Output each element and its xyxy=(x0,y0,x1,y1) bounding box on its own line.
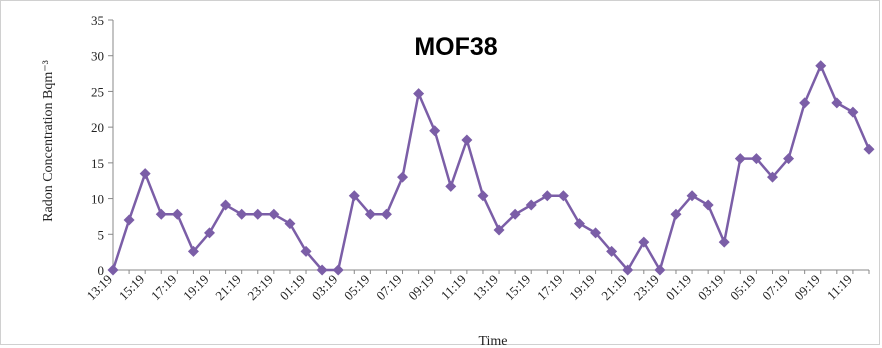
x-tick-label: 11:19 xyxy=(824,272,855,303)
data-point xyxy=(766,171,778,183)
data-point xyxy=(815,60,827,72)
data-point xyxy=(204,227,216,239)
x-tick-label: 05:19 xyxy=(727,272,759,304)
data-point xyxy=(702,199,714,211)
y-tick-label: 10 xyxy=(91,192,104,207)
data-point xyxy=(541,190,553,202)
data-point xyxy=(525,199,537,211)
data-point xyxy=(316,264,328,276)
data-point xyxy=(445,180,457,192)
y-tick-label: 35 xyxy=(91,13,104,28)
data-point xyxy=(590,227,602,239)
x-tick-label: 17:19 xyxy=(534,272,566,304)
data-point xyxy=(734,153,746,165)
x-tick-label: 13:19 xyxy=(84,272,116,304)
y-tick-label: 30 xyxy=(91,49,104,64)
data-point xyxy=(670,208,682,220)
y-tick-label: 15 xyxy=(91,156,104,171)
x-tick-label: 15:19 xyxy=(502,272,534,304)
x-tick-label: 07:19 xyxy=(373,272,405,304)
data-point xyxy=(799,97,811,109)
data-point xyxy=(509,208,521,220)
y-tick-label: 0 xyxy=(98,263,105,278)
data-point xyxy=(187,245,199,257)
y-tick-label: 5 xyxy=(98,227,105,242)
data-point xyxy=(783,153,795,165)
x-tick-label: 19:19 xyxy=(566,272,598,304)
y-axis: 0 5 10 15 20 25 30 35 xyxy=(91,13,114,278)
x-tick-label: 23:19 xyxy=(630,272,662,304)
data-point xyxy=(155,208,167,220)
x-axis: 13:19 15:19 17:19 19:19 21:19 23:19 01:19 03:19… xyxy=(84,269,870,304)
x-tick-label: 05:19 xyxy=(341,272,373,304)
series-line xyxy=(111,64,871,272)
data-point xyxy=(718,236,730,248)
data-point xyxy=(123,214,135,226)
x-tick-label: 09:19 xyxy=(791,272,823,304)
data-point xyxy=(477,190,489,202)
x-tick-label: 07:19 xyxy=(759,272,791,304)
data-point xyxy=(461,134,473,146)
data-point xyxy=(413,88,425,100)
data-point xyxy=(284,218,296,230)
x-tick-label: 09:19 xyxy=(405,272,437,304)
data-point xyxy=(622,264,634,276)
data-point xyxy=(397,171,409,183)
data-point xyxy=(107,264,119,276)
data-point xyxy=(638,236,650,248)
data-point xyxy=(220,199,232,211)
data-point xyxy=(847,106,859,118)
data-point xyxy=(557,190,569,202)
x-tick-label: 03:19 xyxy=(309,272,341,304)
x-tick-label: 01:19 xyxy=(663,272,695,304)
data-point xyxy=(268,208,280,220)
data-point xyxy=(493,224,505,236)
x-tick-label: 17:19 xyxy=(148,272,180,304)
data-point xyxy=(332,264,344,276)
data-point xyxy=(300,245,312,257)
data-point xyxy=(573,218,585,230)
y-tick-label: 20 xyxy=(91,120,104,135)
x-tick-label: 01:19 xyxy=(277,272,309,304)
x-tick-label: 21:19 xyxy=(598,272,630,304)
data-point xyxy=(252,208,264,220)
y-tick-label: 25 xyxy=(91,84,104,99)
data-point xyxy=(750,153,762,165)
x-tick-label: 13:19 xyxy=(470,272,502,304)
x-tick-label: 21:19 xyxy=(212,272,244,304)
data-point xyxy=(348,190,360,202)
x-tick-label: 03:19 xyxy=(695,272,727,304)
data-point xyxy=(236,208,248,220)
data-point xyxy=(139,168,151,180)
data-point xyxy=(831,97,843,109)
data-point xyxy=(606,245,618,257)
data-point xyxy=(429,125,441,137)
data-point xyxy=(686,190,698,202)
data-point xyxy=(171,208,183,220)
x-tick-label: 15:19 xyxy=(116,272,148,304)
data-point xyxy=(654,264,666,276)
data-point xyxy=(364,208,376,220)
x-axis-title: Time xyxy=(478,334,507,348)
series-layer xyxy=(107,60,875,276)
chart-title: MOF38 xyxy=(414,33,497,61)
x-tick-label: 23:19 xyxy=(244,272,276,304)
data-point xyxy=(380,208,392,220)
x-tick-label: 19:19 xyxy=(180,272,212,304)
data-point xyxy=(863,143,875,155)
y-axis-title: Radon Concentration Bqm⁻³ xyxy=(41,60,56,222)
x-tick-label: 11:19 xyxy=(438,272,469,303)
